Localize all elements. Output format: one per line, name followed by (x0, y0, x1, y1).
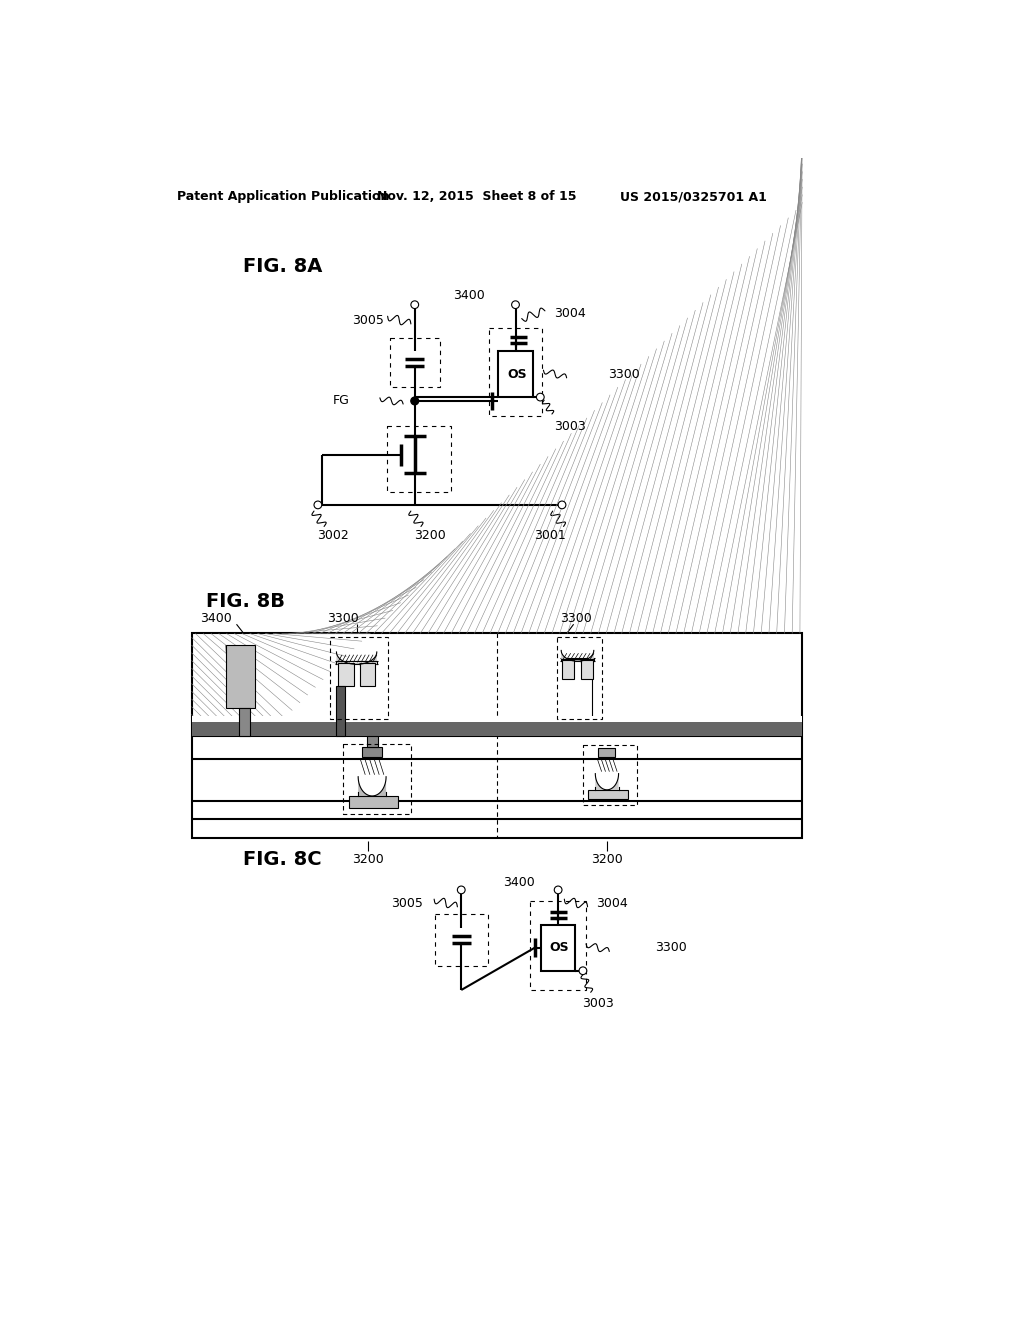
Circle shape (512, 301, 519, 309)
Circle shape (537, 393, 544, 401)
Bar (489, 327, 542, 416)
Polygon shape (337, 652, 377, 664)
Text: FIG. 8C: FIG. 8C (243, 850, 322, 869)
Bar (191, 715, 802, 722)
Text: OS: OS (550, 941, 569, 954)
Text: 3001: 3001 (535, 529, 566, 543)
Bar (359, 663, 375, 686)
Text: 3005: 3005 (352, 314, 384, 326)
Text: US 2015/0325701 A1: US 2015/0325701 A1 (621, 190, 767, 203)
Bar (387, 425, 452, 492)
Bar (225, 645, 255, 708)
Bar (343, 743, 411, 814)
Bar (193, 635, 802, 721)
Text: 3300: 3300 (560, 611, 592, 624)
Circle shape (554, 886, 562, 894)
Text: FG: FG (333, 395, 349, 408)
Bar (435, 913, 487, 966)
Bar (562, 660, 574, 678)
Text: 3005: 3005 (391, 898, 423, 911)
Bar (367, 737, 378, 747)
Bar (191, 634, 802, 837)
Text: 3004: 3004 (597, 898, 629, 911)
Text: 3004: 3004 (554, 308, 586, 321)
Bar (581, 660, 593, 678)
Text: 3200: 3200 (415, 529, 446, 543)
Text: FIG. 8B: FIG. 8B (206, 591, 285, 611)
Bar (583, 744, 637, 805)
Bar (541, 924, 575, 970)
Text: 3003: 3003 (583, 997, 614, 1010)
Bar (336, 686, 345, 737)
Text: 3300: 3300 (655, 941, 687, 954)
Circle shape (411, 301, 419, 309)
Text: 3400: 3400 (454, 289, 485, 302)
Text: 3300: 3300 (328, 611, 359, 624)
Bar (338, 663, 353, 686)
Circle shape (579, 966, 587, 974)
Polygon shape (561, 651, 594, 661)
Circle shape (411, 397, 419, 405)
Bar (530, 902, 586, 990)
Circle shape (458, 886, 465, 894)
Bar (362, 747, 382, 758)
Text: 3002: 3002 (317, 529, 349, 543)
Bar (239, 708, 250, 737)
Text: 3400: 3400 (504, 875, 536, 888)
Text: Patent Application Publication: Patent Application Publication (177, 190, 389, 203)
Text: OS: OS (507, 367, 527, 380)
Bar (331, 636, 388, 719)
Bar (557, 636, 601, 719)
Text: 3300: 3300 (608, 367, 640, 380)
Circle shape (314, 502, 322, 508)
Text: 3400: 3400 (200, 611, 231, 624)
Text: Nov. 12, 2015  Sheet 8 of 15: Nov. 12, 2015 Sheet 8 of 15 (377, 190, 577, 203)
Bar (390, 338, 439, 387)
Text: FIG. 8A: FIG. 8A (243, 256, 323, 276)
Text: 3200: 3200 (591, 853, 623, 866)
Bar (191, 722, 802, 737)
Bar (349, 796, 398, 808)
Bar (191, 634, 802, 722)
Circle shape (558, 502, 566, 508)
Bar (191, 722, 802, 737)
Bar (588, 789, 628, 799)
Bar (598, 748, 615, 758)
Text: 3200: 3200 (352, 853, 384, 866)
Polygon shape (358, 776, 386, 796)
Polygon shape (595, 774, 618, 789)
Text: 3003: 3003 (554, 420, 586, 433)
Bar (499, 351, 532, 397)
